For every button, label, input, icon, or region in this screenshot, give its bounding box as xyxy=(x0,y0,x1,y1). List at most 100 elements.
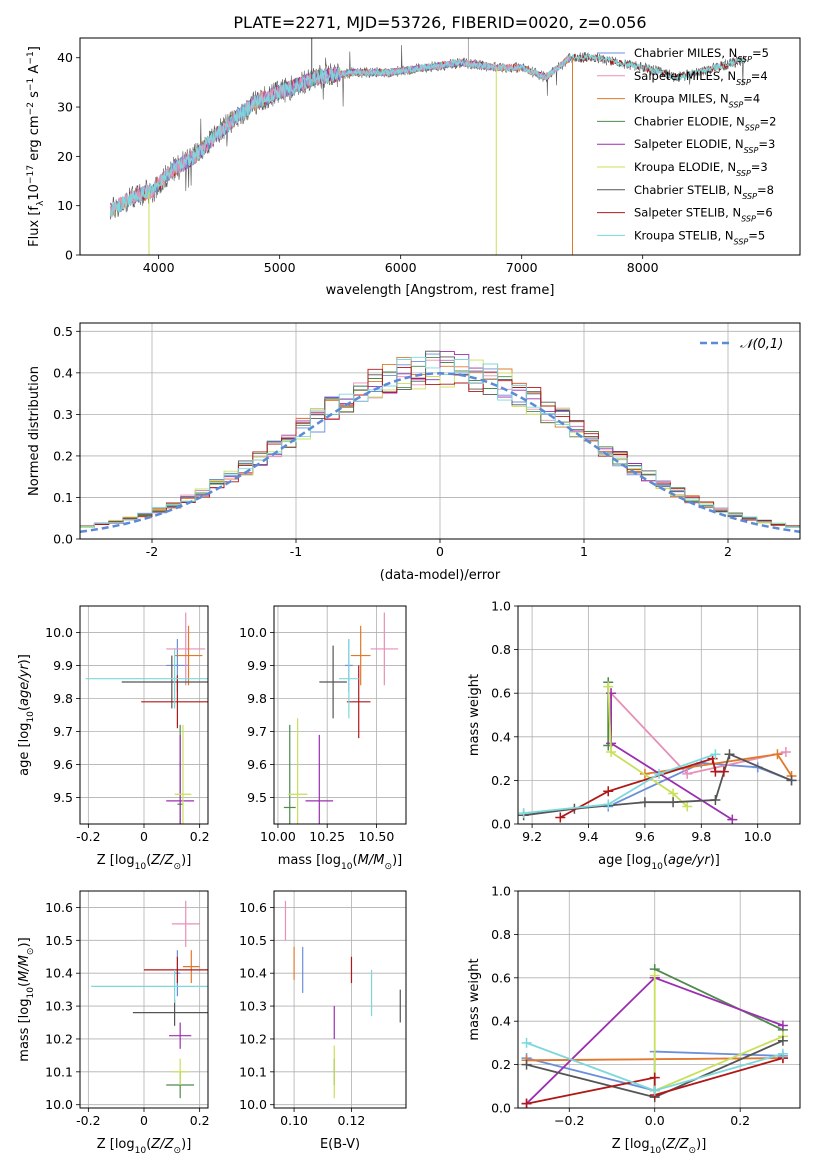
y-tick-label: 0.0 xyxy=(53,532,73,547)
x-tick-label: 0 xyxy=(140,829,148,844)
weight-marker xyxy=(603,786,614,797)
x-axis-label: Z [log10(Z/Z⊙)] xyxy=(97,1137,192,1156)
legend-label: Salpeter STELIB, NSSP=6 xyxy=(634,206,773,224)
weight-line xyxy=(607,686,688,808)
weight-marker xyxy=(521,1059,532,1070)
y-tick-label: 9.5 xyxy=(53,790,73,805)
weight-vs-Z-panel: −0.2 0.0 0.2 0.0 0.2 0.4 0.6 0.8 1.0 mass weight Z… xyxy=(467,884,801,1156)
y-tick-label: 10.6 xyxy=(45,900,73,915)
weight-line xyxy=(523,753,716,814)
weight-marker xyxy=(555,812,566,823)
residuals-panel: -2 -1 0 1 2 0.0 0.1 0.2 0.3 0.4 0.5 (data-model)/er… xyxy=(27,322,801,583)
y-tick-label: 10.3 xyxy=(45,999,73,1014)
x-tick-label: 0.2 xyxy=(190,1113,210,1128)
weight-marker xyxy=(777,1035,788,1046)
weight-marker xyxy=(780,747,791,758)
weight-marker xyxy=(668,788,679,799)
error-bars xyxy=(284,900,401,1099)
axes-frame xyxy=(517,890,801,1109)
weight-marker xyxy=(682,768,693,779)
error-bars xyxy=(91,900,208,1099)
spectrum-panel: 4000 5000 6000 7000 8000 0 10 20 30 40 wavelength … xyxy=(26,37,801,298)
y-tick-label: 10.1 xyxy=(45,1064,73,1079)
axes-frame xyxy=(517,605,801,825)
age-vs-Z-panel: -0.2 0 0.2 9.5 9.6 9.7 9.8 9.9 10.0 Z [log10(Z/Z⊙… xyxy=(17,605,210,872)
weight-marker xyxy=(727,814,738,824)
x-tick-label: 0.0 xyxy=(645,1113,665,1128)
x-tick-label: 0 xyxy=(436,544,444,559)
y-tick-label: 10.0 xyxy=(239,625,267,640)
x-axis-label: Z [log10(Z/Z⊙)] xyxy=(97,853,192,872)
y-tick-label: 10.3 xyxy=(239,999,267,1014)
x-tick-label: 7000 xyxy=(506,260,538,275)
y-axis-label: age [log10(age/yr)] xyxy=(17,654,36,776)
y-axis-label: Flux [fλ10−17 erg cm−2 s−1 A−1] xyxy=(26,46,46,247)
x-tick-label: 9.4 xyxy=(579,829,599,844)
axes-frame xyxy=(273,605,407,825)
x-axis-label: Z [log10(Z/Z⊙)] xyxy=(612,1137,707,1156)
weight-line xyxy=(610,692,787,775)
weight-marker xyxy=(724,749,735,760)
y-tick-label: 0.1 xyxy=(53,490,73,505)
x-tick-label: 8000 xyxy=(627,260,659,275)
y-tick-label: 10.5 xyxy=(45,933,73,948)
weight-marker xyxy=(649,1072,660,1083)
weight-marker xyxy=(521,1098,532,1108)
weight-marker xyxy=(603,681,614,692)
weight-marker xyxy=(649,970,660,981)
gaussian-curve xyxy=(80,372,800,533)
weight-lines xyxy=(521,964,788,1108)
y-tick-label: 9.6 xyxy=(247,757,267,772)
weight-marker xyxy=(772,749,783,760)
y-tick-label: 9.8 xyxy=(53,691,73,706)
y-tick-label: 10.2 xyxy=(45,1031,73,1046)
y-tick-label: 10.4 xyxy=(45,966,73,981)
x-axis-label: mass [log10(M/M⊙)] xyxy=(278,853,402,872)
weight-marker xyxy=(518,808,529,819)
x-tick-label: 9.2 xyxy=(522,829,542,844)
weight-marker xyxy=(682,801,693,812)
histogram-kroupa-elodie xyxy=(80,359,800,528)
x-tick-label: -2 xyxy=(146,544,158,559)
x-axis-label: wavelength [Angstrom, rest frame] xyxy=(326,283,555,298)
weight-marker xyxy=(777,1020,788,1031)
x-tick-label: 0.12 xyxy=(338,1113,366,1128)
weight-line xyxy=(559,757,724,819)
spectrum-kroupa-stelib xyxy=(109,53,746,218)
y-tick-label: 0.6 xyxy=(491,686,511,701)
x-tick-label: 10.0 xyxy=(744,829,772,844)
axes-frame xyxy=(79,605,209,825)
y-tick-label: 10.1 xyxy=(239,1064,267,1079)
y-tick-label: 0.4 xyxy=(491,729,511,744)
x-tick-label: 2 xyxy=(724,544,732,559)
weight-line xyxy=(654,968,784,1031)
legend-label: Chabrier MILES, NSSP=5 xyxy=(634,46,769,64)
y-tick-label: 10.5 xyxy=(239,933,267,948)
x-tick-label: 10.00 xyxy=(260,829,296,844)
legend-label: Kroupa ELODIE, NSSP=3 xyxy=(634,160,768,178)
y-tick-label: 10.0 xyxy=(45,1097,73,1112)
x-tick-label: −0.2 xyxy=(554,1113,584,1128)
y-tick-label: 9.7 xyxy=(247,724,267,739)
y-tick-label: 20 xyxy=(57,149,73,164)
x-axis-label: E(B-V) xyxy=(320,1137,360,1152)
y-tick-label: 30 xyxy=(57,100,73,115)
y-axis-label: mass [log10(M/M⊙)] xyxy=(17,937,36,1061)
x-tick-label: -1 xyxy=(290,544,302,559)
weight-marker xyxy=(718,766,729,777)
y-tick-label: 1.0 xyxy=(491,884,511,899)
y-tick-label: 9.7 xyxy=(53,724,73,739)
mass-vs-EBV-panel: 0.10 0.12 10.0 10.1 10.2 10.3 10.4 10.5 10.6 E(B-… xyxy=(239,890,407,1152)
y-axis-label: mass weight xyxy=(467,674,482,756)
spectrum-salpeter-elodie xyxy=(170,59,492,177)
weight-lines xyxy=(518,677,797,824)
y-tick-label: 10.0 xyxy=(239,1097,267,1112)
figure-title: PLATE=2271, MJD=53726, FIBERID=0020, z=0… xyxy=(233,13,646,32)
y-tick-label: 0.2 xyxy=(491,1057,511,1072)
y-tick-label: 9.8 xyxy=(247,691,267,706)
legend-label: Chabrier ELODIE, NSSP=2 xyxy=(634,114,776,131)
weight-marker xyxy=(649,1085,660,1096)
legend: Chabrier MILES, NSSP=5 Salpeter MILES, NS… xyxy=(597,46,776,246)
x-tick-label: 1 xyxy=(580,544,588,559)
